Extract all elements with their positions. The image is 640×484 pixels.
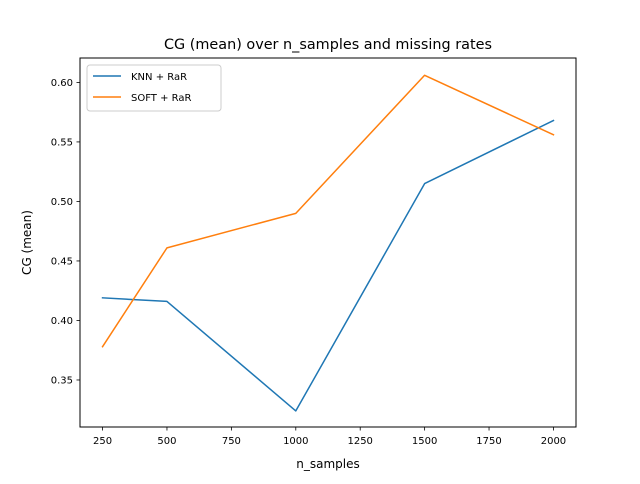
y-tick-label-0: 0.35 [51, 375, 73, 386]
x-tick-label-2: 750 [222, 436, 241, 447]
y-axis-ticks: 0.35 0.40 0.45 0.50 0.55 0.60 [51, 78, 80, 386]
y-tick-label-2: 0.45 [51, 256, 73, 267]
x-axis-label: n_samples [296, 457, 360, 471]
y-tick-label-5: 0.60 [51, 78, 73, 89]
axes-frame [79, 57, 577, 428]
y-tick-label-1: 0.40 [51, 316, 73, 327]
plot-lines [101, 74, 555, 412]
x-tick-label-7: 2000 [541, 436, 566, 447]
x-axis-ticks: 250 500 750 1000 1250 1500 1750 2000 [93, 427, 566, 447]
y-axis-label: CG (mean) [20, 210, 34, 275]
x-tick-label-5: 1500 [412, 436, 437, 447]
x-tick-label-1: 500 [157, 436, 176, 447]
legend-label-1: SOFT + RaR [131, 93, 191, 104]
legend-label-0: KNN + RaR [131, 72, 187, 83]
x-tick-label-3: 1000 [283, 436, 308, 447]
y-tick-label-3: 0.50 [51, 197, 73, 208]
chart-title: CG (mean) over n_samples and missing rat… [164, 37, 492, 53]
x-tick-label-4: 1250 [347, 436, 372, 447]
x-tick-label-6: 1750 [476, 436, 501, 447]
y-tick-label-4: 0.55 [51, 137, 73, 148]
legend: KNN + RaR SOFT + RaR [86, 64, 222, 112]
series-line-1 [101, 74, 555, 348]
x-tick-label-0: 250 [93, 436, 112, 447]
series-line-0 [101, 119, 555, 412]
